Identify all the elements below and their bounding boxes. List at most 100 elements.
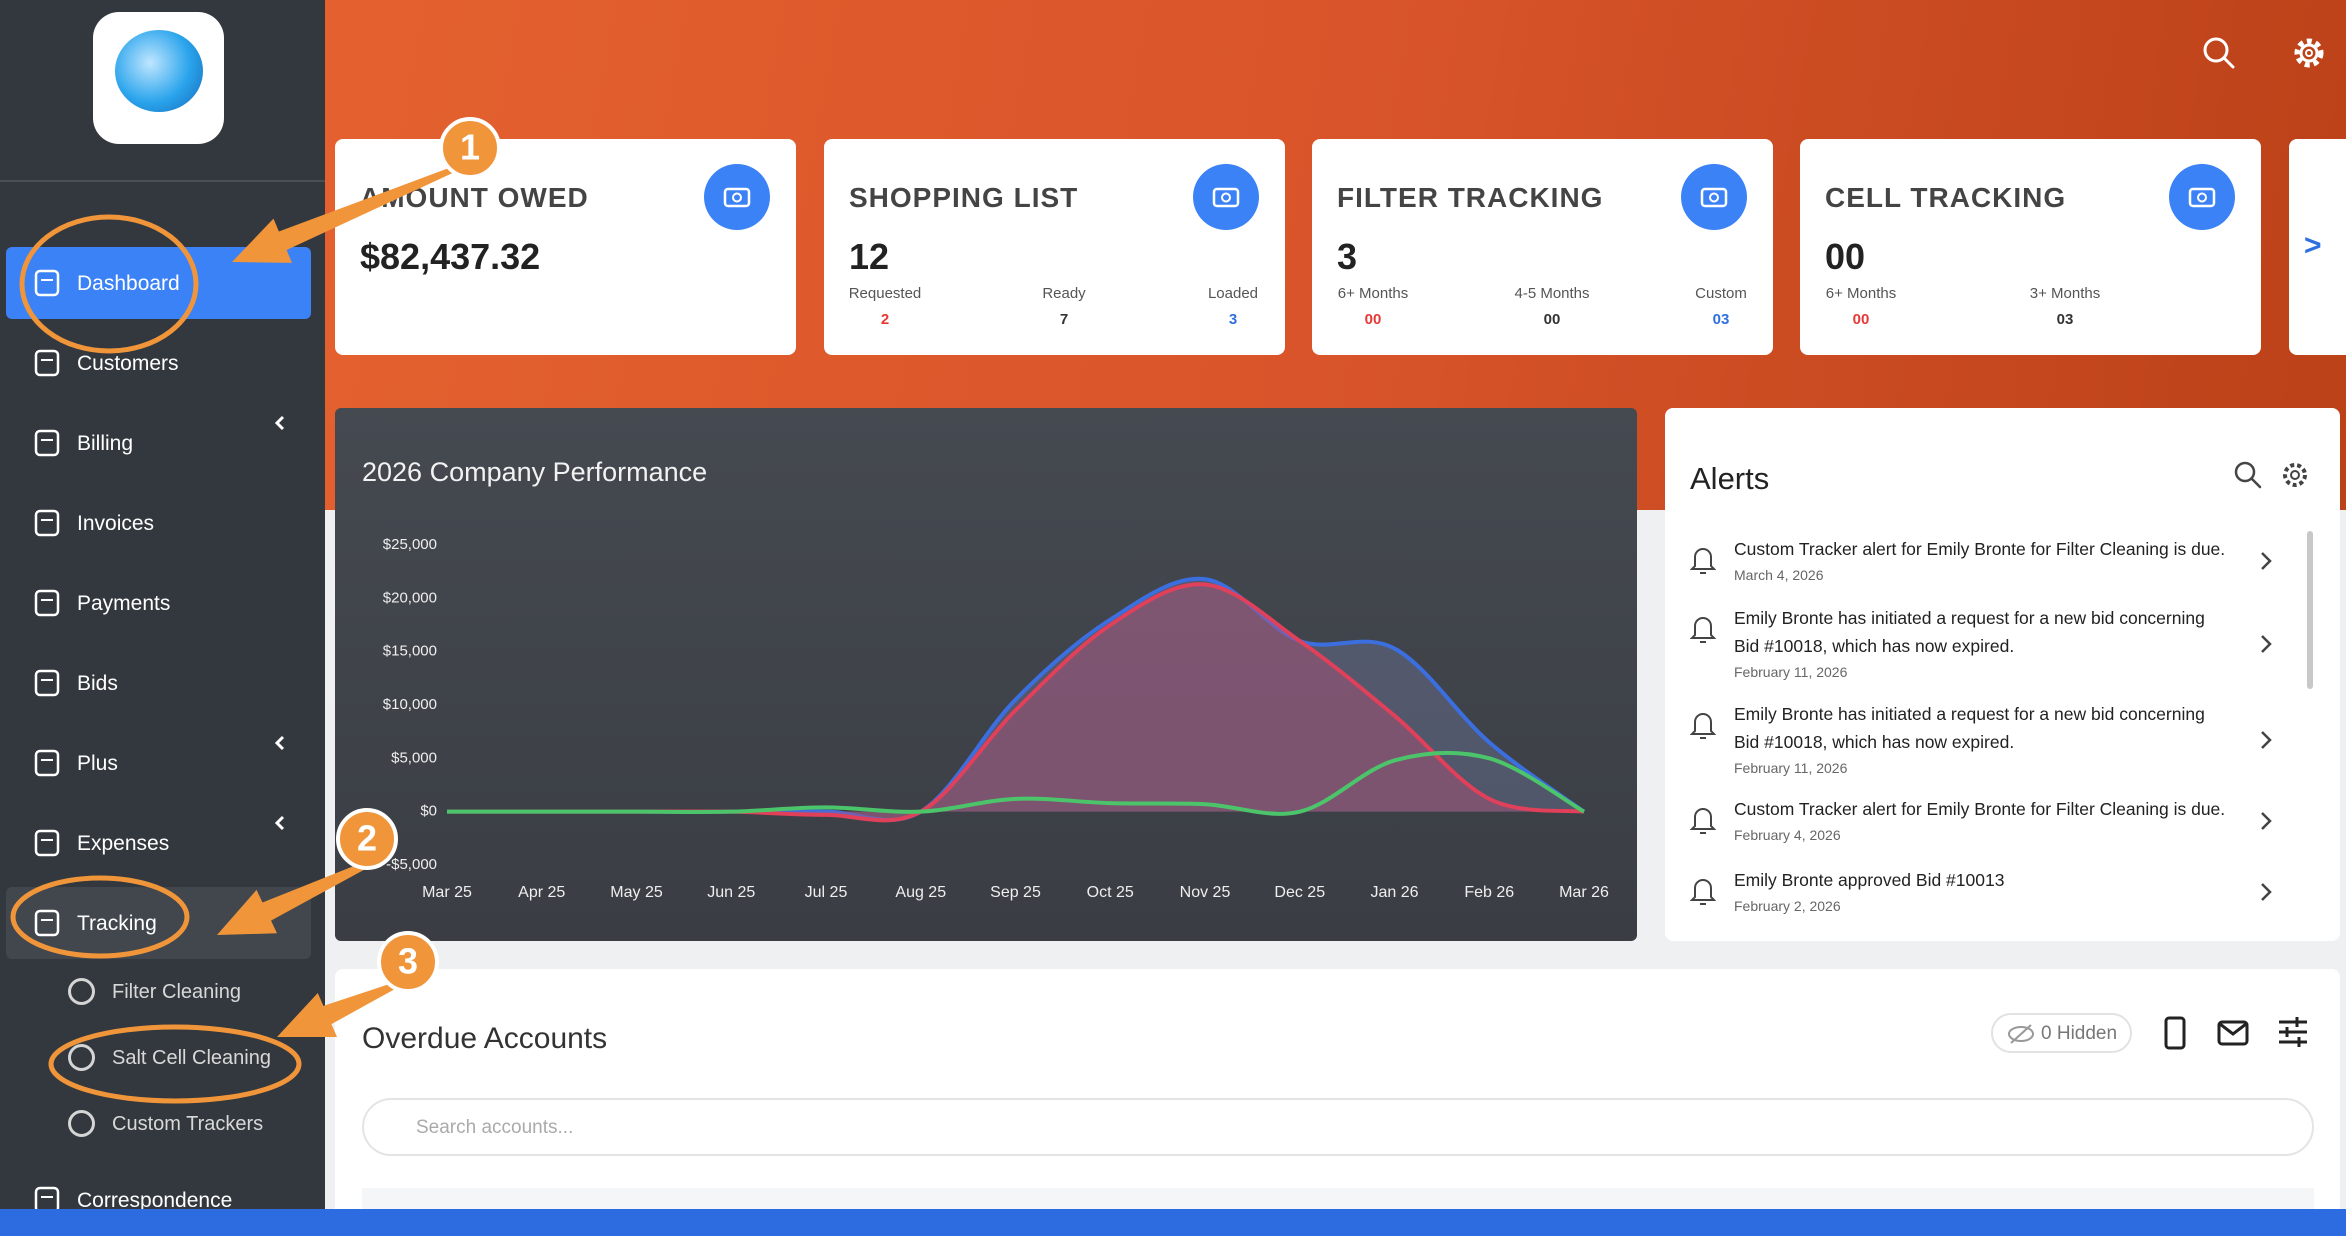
glyph [732,192,742,203]
filter-icon[interactable] [2277,1016,2309,1048]
hidden-count: 0 Hidden [2041,1023,2118,1044]
stat-value: 3 [1228,311,1238,328]
chevron [2261,552,2272,570]
chevron [2261,731,2272,749]
nav-label[interactable]: Expenses [77,832,170,855]
card-title: AMOUNT OWED [360,182,589,213]
x-tick-label: Aug 25 [895,884,946,901]
alert-item[interactable]: Emily Bronte has initiated a request for… [1734,700,2234,780]
card-icon-glyph [1700,187,1728,208]
bell [1690,879,1716,901]
header-settings[interactable] [2290,34,2328,72]
bell [1690,808,1716,830]
chart: 2026 Company Performance -$5,000 $0 $5,000… [362,457,1609,901]
stat-value: 00 [1543,311,1561,328]
nav-icon-shape [34,509,60,537]
hidden-icon [2008,1024,2034,1044]
summary-card[interactable]: AMOUNT OWED $82,437.32 [335,139,796,355]
card-icon[interactable] [1681,164,1747,230]
alert-bell [1690,879,1716,905]
alert-chevron [2261,812,2272,830]
y-tick-label: $10,000 [383,696,437,713]
y-tick-label: $20,000 [383,589,437,606]
hidden-pill[interactable]: 0 Hidden [1991,1013,2132,1053]
card-icon[interactable] [1193,164,1259,230]
sidebar-divider [0,180,325,182]
alert-bell [1690,617,1716,643]
alerts-settings[interactable] [2280,460,2310,490]
alert-item[interactable]: Custom Tracker alert for Emily Bronte fo… [1734,535,2234,587]
nav-icon [34,509,60,537]
alert-text: Emily Bronte has initiated a request for… [1734,608,2205,656]
stat-value: 7 [1059,311,1069,328]
nav-label[interactable]: Customers [77,352,179,375]
alerts-title: Alerts [1690,461,1770,496]
nav-label[interactable]: Bids [77,672,118,695]
x-tick-label: Jan 26 [1370,884,1418,901]
alerts-search[interactable] [2233,460,2263,490]
search-placeholder: Search accounts... [416,1117,574,1138]
chart-panel [335,408,1637,941]
mail-icon[interactable] [2217,1020,2249,1046]
alert-text: Custom Tracker alert for Emily Bronte fo… [1734,799,2226,819]
stat-value: 03 [1712,311,1730,328]
bell [1690,713,1716,735]
card-value: 12 [849,236,890,277]
nav-label[interactable]: Dashboard [77,272,180,295]
card-icon-glyph [2188,187,2216,208]
card-icon-glyph [1212,187,1240,208]
y-tick-label: $0 [420,803,437,820]
nav-label[interactable]: Plus [77,752,118,775]
search-box[interactable]: Search accounts... [362,1098,2314,1156]
card-title: CELL TRACKING [1825,182,2067,213]
nav-icon [34,749,60,777]
summary-card[interactable]: CELL TRACKING 00 6+ Months 00 3+ Months 03 [1800,139,2261,355]
glyph [1221,192,1231,203]
alert-chevron [2261,731,2272,749]
chevron [274,415,285,431]
bottom-bar [0,1209,2346,1236]
overdue-title: Overdue Accounts [362,1022,608,1055]
card-icon[interactable] [704,164,770,230]
alert-item[interactable]: Emily Bronte has initiated a request for… [1734,604,2234,684]
nav-chevron [274,415,285,431]
header-search[interactable] [2200,34,2238,72]
cards-next[interactable]: > [2304,229,2322,262]
alert-item[interactable]: Custom Tracker alert for Emily Bronte fo… [1734,795,2234,847]
subnav-label[interactable]: Filter Cleaning [112,981,241,1003]
alerts-scrollbar[interactable] [2307,531,2313,689]
nav-label[interactable]: Billing [77,432,134,455]
card-icon-glyph [723,187,751,208]
subnav-label[interactable]: Salt Cell Cleaning [112,1047,271,1069]
card-icon[interactable] [2169,164,2235,230]
nav-label[interactable]: Tracking [77,912,157,935]
nav-icon [34,829,60,857]
chevron [274,815,285,831]
stat-value: 00 [1364,311,1382,328]
summary-card[interactable]: SHOPPING LIST 12 Requested 2 Ready 7 Loaded 3 [824,139,1285,355]
stat-value: 00 [1852,311,1870,328]
nav-label[interactable]: Invoices [77,512,155,535]
nav-label[interactable]: Payments [77,592,171,615]
glyph [1709,192,1719,203]
card-title: FILTER TRACKING [1337,182,1604,213]
logo[interactable] [93,12,224,144]
logo-wave [115,30,203,112]
nav-icon-shape [34,749,60,777]
alert-chevron [2261,883,2272,901]
bell [1690,548,1716,570]
alert-item[interactable]: Emily Bronte approved Bid #10013 February… [1734,866,2234,918]
nav-icon [34,349,60,377]
subnav-dot [68,978,95,1005]
nav-label[interactable]: Correspondence [77,1189,233,1212]
y-tick-label: -$5,000 [386,856,437,873]
card-partial [2289,139,2346,355]
card-title: SHOPPING LIST [849,182,1079,213]
subnav-label[interactable]: Custom Trackers [112,1113,264,1135]
alert-date: February 11, 2026 [1734,664,1848,680]
card-value: 00 [1825,236,1866,277]
phone-icon[interactable] [2162,1016,2188,1050]
summary-card[interactable]: FILTER TRACKING 3 6+ Months 00 4-5 Months 00 C… [1312,139,1773,355]
nav-chevron [272,898,288,909]
